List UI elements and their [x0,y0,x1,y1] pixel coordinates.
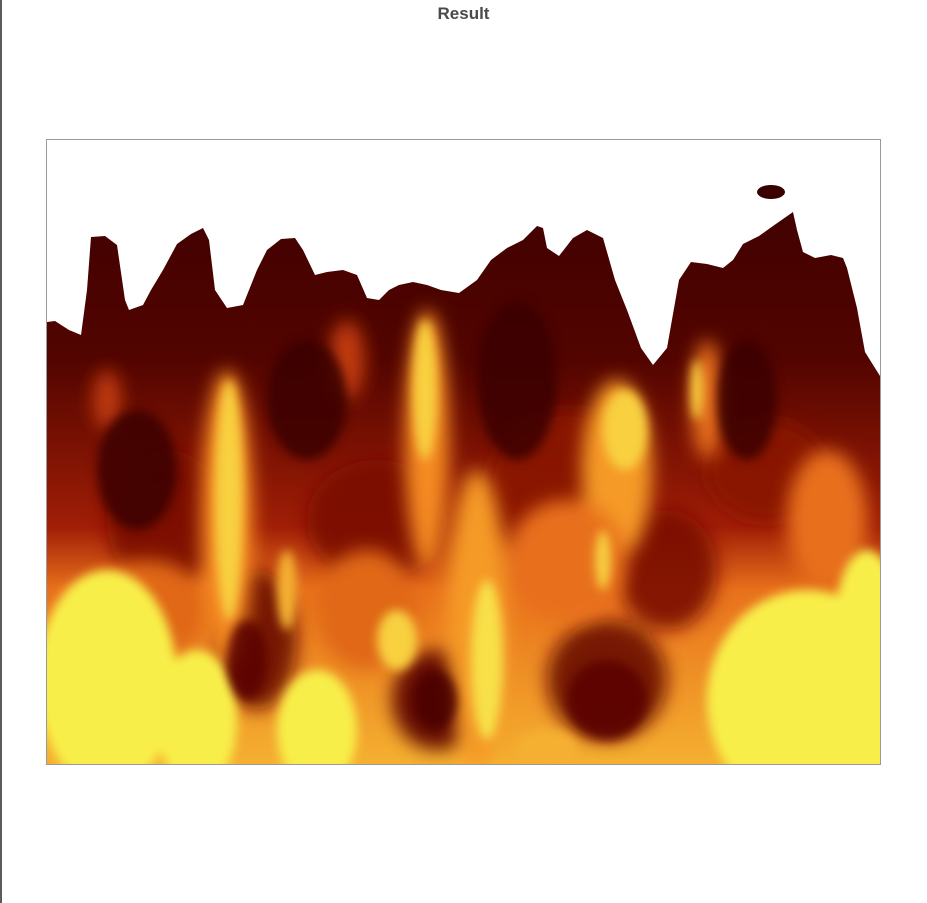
window-left-border [0,0,2,903]
floating-blob [757,185,785,199]
result-image [46,139,881,765]
heatmap-image [47,185,880,764]
figure-title: Result [437,4,490,23]
